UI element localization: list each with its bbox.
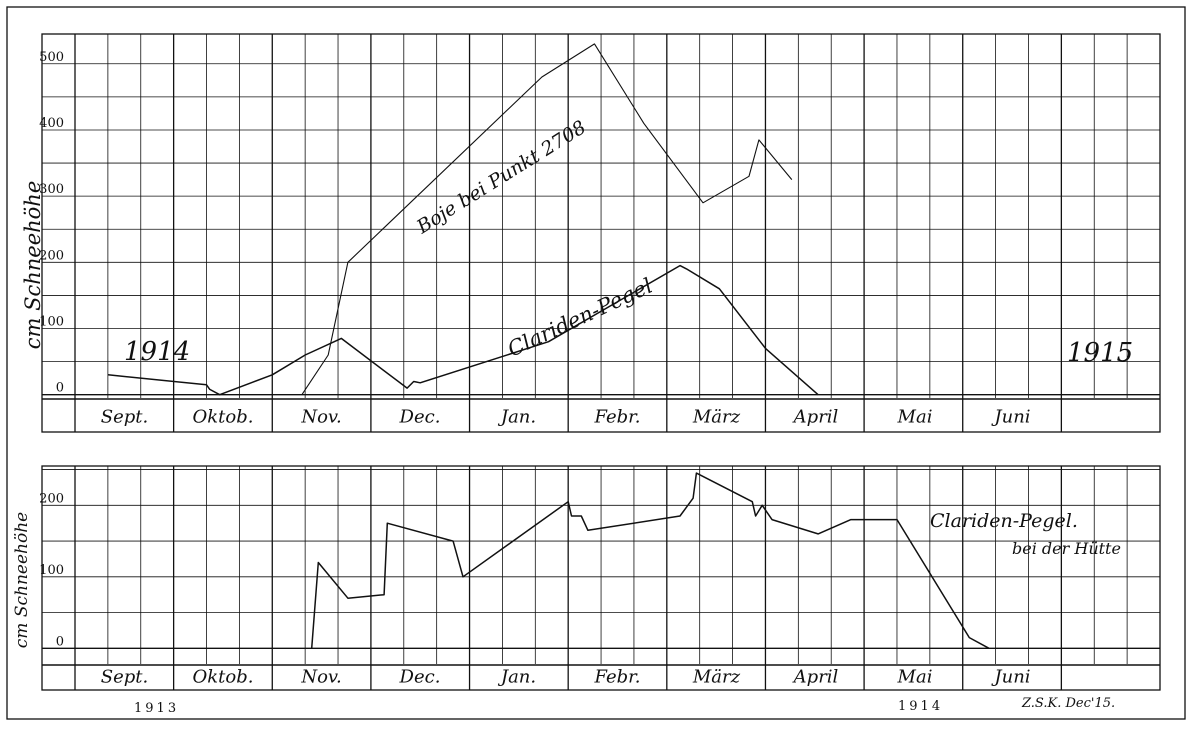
upper-y-axis-label: cm Schneehöhe (21, 181, 45, 350)
upper-month-label: Mai (897, 406, 933, 427)
upper-y-tick-label: 300 (39, 182, 64, 197)
upper-y-tick-label: 200 (39, 248, 64, 263)
upper-month-label: Oktob. (193, 406, 254, 427)
lower-year-label-1914: 1914 (898, 699, 943, 714)
upper-y-tick-label: 0 (56, 381, 64, 396)
lower-series-lines (310, 472, 990, 649)
lower-month-label: Mai (897, 667, 933, 688)
lower-month-label: Juni (990, 667, 1030, 688)
upper-y-tick-label: 400 (39, 116, 64, 131)
lower-month-label: Nov. (300, 667, 341, 688)
signature: Z.S.K. Dec'15. (1021, 696, 1115, 711)
lower-chart: 0 100 200 Sept. Oktob. Nov. Dec. Jan. Febr. März… (12, 465, 1161, 716)
upper-month-label: Febr. (593, 406, 640, 427)
lower-series-line-0 (310, 472, 990, 649)
upper-month-label: Nov. (300, 406, 341, 427)
upper-year-label-1915: 1915 (1067, 338, 1133, 368)
upper-series-line-0 (301, 43, 793, 396)
upper-grid (41, 33, 1161, 433)
lower-y-tick-label: 0 (56, 634, 64, 649)
upper-month-label: Dec. (399, 406, 441, 427)
lower-y-axis-label: cm Schneehöhe (12, 512, 32, 648)
upper-y-tick-label: 500 (39, 50, 64, 65)
lower-y-tick-label: 200 (39, 491, 64, 506)
lower-month-label: Dec. (399, 667, 441, 688)
upper-month-label: März (692, 406, 741, 427)
lower-y-tick-labels: 0 100 200 (39, 491, 64, 649)
series-label-clariden-pegel-huette: Clariden-Pegel. (930, 510, 1078, 532)
upper-month-label: Jan. (497, 406, 536, 427)
upper-series-line-1 (107, 264, 819, 396)
lower-month-label: Oktob. (193, 667, 254, 688)
lower-grid (41, 465, 1161, 691)
lower-month-label: April (792, 667, 839, 688)
lower-month-label: Febr. (593, 667, 640, 688)
upper-y-tick-labels: 0 100 200 300 400 500 (39, 50, 64, 396)
lower-month-label: März (692, 667, 741, 688)
upper-month-label: Juni (990, 406, 1030, 427)
lower-month-label: Sept. (101, 667, 148, 688)
lower-year-label-1913: 1913 (134, 701, 179, 716)
series-label-bei-der-huette: bei der Hütte (1012, 539, 1121, 558)
upper-month-label: Sept. (101, 406, 148, 427)
figure-border (6, 6, 1186, 720)
series-label-clariden-pegel: Clariden-Pegel (504, 274, 656, 362)
upper-series-lines (107, 43, 819, 396)
upper-y-tick-label: 100 (39, 315, 64, 330)
lower-month-label: Jan. (497, 667, 536, 688)
upper-month-labels: Sept. Oktob. Nov. Dec. Jan. Febr. März April Mai… (101, 406, 1031, 427)
upper-chart: 0 100 200 300 400 500 Sept. Oktob. Nov. Dec. Jan.… (21, 33, 1161, 433)
upper-month-label: April (792, 406, 839, 427)
upper-year-label-1914: 1914 (124, 337, 190, 367)
lower-y-tick-label: 100 (39, 563, 64, 578)
series-label-boje: Boje bei Punkt 2708 (412, 116, 590, 238)
lower-month-labels: Sept. Oktob. Nov. Dec. Jan. Febr. März April Mai… (101, 667, 1031, 688)
